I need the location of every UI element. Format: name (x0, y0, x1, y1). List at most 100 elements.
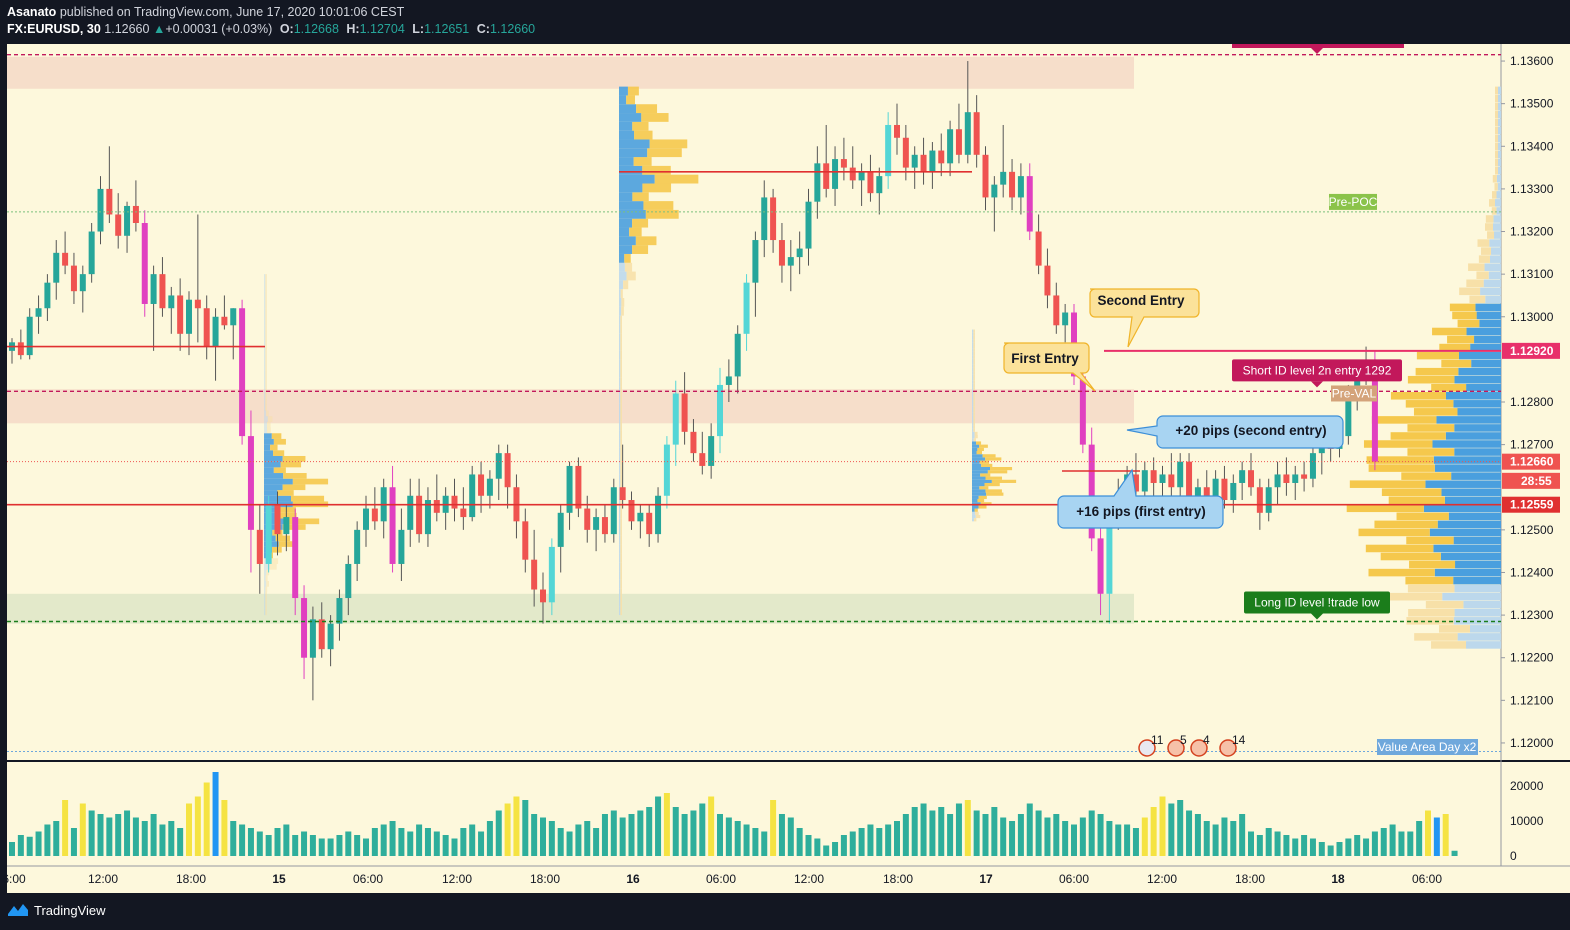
session-profile-row (1454, 609, 1501, 617)
profile-row (264, 467, 274, 474)
profile-row (266, 410, 269, 417)
profile-row (977, 447, 984, 452)
candle-body (451, 495, 458, 509)
time-tick-label: 6:00 (2, 872, 26, 886)
profile-row (264, 370, 266, 377)
profile-row (264, 313, 266, 320)
time-axis[interactable]: 6:00 12:00 18:00 15 06:00 12:00 18:00 16 06:00 12… (2, 872, 1442, 886)
volume-bar (1168, 803, 1175, 856)
profile-row (619, 174, 655, 184)
volume-bar (734, 821, 741, 856)
profile-row (972, 447, 978, 452)
profile-row (265, 586, 268, 593)
session-profile-row (1407, 375, 1455, 384)
profile-row (264, 598, 266, 604)
candle-body (433, 500, 440, 513)
price-chart[interactable]: 1.13600 1.13500 1.13400 1.13300 1.13200 1.131… (0, 0, 1570, 893)
close-label: C: (476, 22, 490, 36)
profile-row (982, 454, 996, 458)
volume-bar (672, 807, 679, 856)
session-profile-row (1406, 536, 1454, 545)
high-label: H: (346, 22, 360, 36)
candle-body (1106, 504, 1113, 594)
short-level-pointer-icon (1311, 381, 1323, 388)
volume-bar (389, 821, 396, 856)
session-profile-row (1487, 231, 1495, 239)
second-entry-pips-callout (1126, 415, 1344, 449)
volume-bar (593, 828, 600, 856)
profile-row (264, 365, 266, 371)
session-profile-row (1445, 392, 1501, 400)
profile-row (620, 421, 622, 431)
volume-bar (1425, 810, 1431, 856)
volume-bar (345, 831, 352, 856)
profile-row (264, 490, 278, 496)
profile-row (264, 382, 266, 388)
profile-row (264, 359, 266, 366)
candle-body (106, 188, 113, 215)
volume-bar (424, 828, 431, 856)
profile-row (620, 447, 622, 457)
profile-row (620, 535, 622, 545)
profile-row (620, 359, 622, 369)
volume-bar (1389, 824, 1396, 856)
time-tick-label: 06:00 (706, 872, 736, 886)
profile-row (265, 353, 267, 360)
volume-bar (1097, 814, 1104, 856)
session-profile-row (1497, 183, 1501, 191)
symbol-label[interactable]: FX:EURUSD, 30 (7, 22, 101, 36)
candle-body (646, 512, 653, 535)
candle-body (469, 474, 476, 518)
profile-row (619, 412, 621, 422)
price-axis[interactable]: 1.13600 1.13500 1.13400 1.13300 1.13200 1.131… (1501, 54, 1560, 750)
volume-bar (1141, 817, 1148, 856)
volume-bar (292, 835, 299, 856)
volume-bar (327, 838, 334, 856)
profile-row (277, 490, 294, 496)
profile-row (620, 456, 622, 466)
candle-body (389, 487, 396, 564)
session-profile-row (1484, 263, 1501, 271)
high-value: 1.12704 (359, 22, 405, 36)
time-tick-label: 06:00 (1059, 872, 1089, 886)
profile-row (972, 451, 977, 455)
tradingview-brand[interactable]: TradingView (34, 903, 106, 918)
volume-bar (53, 821, 60, 856)
volume-bar (1327, 845, 1334, 856)
author-name[interactable]: Asanato (7, 5, 57, 19)
candle-body (88, 231, 95, 275)
price-label-text: 1.12559 (1510, 498, 1554, 512)
volume-bar (1274, 831, 1281, 856)
profile-row (973, 415, 975, 420)
profile-row (973, 355, 975, 359)
session-profile-row (1495, 134, 1498, 143)
profile-row (973, 364, 975, 368)
candle-body (1301, 474, 1308, 479)
session-profile-row (1492, 175, 1497, 183)
session-profile-row (1358, 528, 1430, 537)
profile-row (619, 218, 633, 228)
candle-body (699, 453, 706, 466)
profile-row (620, 553, 622, 563)
volume-bar (601, 814, 608, 856)
profile-row (265, 598, 267, 604)
session-profile-row (1476, 271, 1489, 280)
volume-bar (265, 835, 272, 856)
tradingview-logo-icon[interactable] (8, 902, 28, 918)
candle-body (743, 282, 750, 334)
time-axis-background (7, 866, 1570, 893)
profile-row (619, 535, 621, 545)
profile-row (620, 465, 622, 475)
volume-bar (1256, 835, 1263, 856)
candle-body (1248, 470, 1254, 488)
time-tick-label: 12:00 (794, 872, 824, 886)
session-profile-row (1463, 600, 1501, 609)
profile-row (620, 394, 622, 404)
profile-row (632, 192, 649, 202)
session-profile-row (1390, 392, 1446, 400)
session-profile-row (1493, 223, 1501, 231)
volume-bar (849, 831, 856, 856)
profile-row (626, 95, 636, 105)
volume-bar (778, 814, 785, 856)
volume-bar (947, 814, 954, 856)
